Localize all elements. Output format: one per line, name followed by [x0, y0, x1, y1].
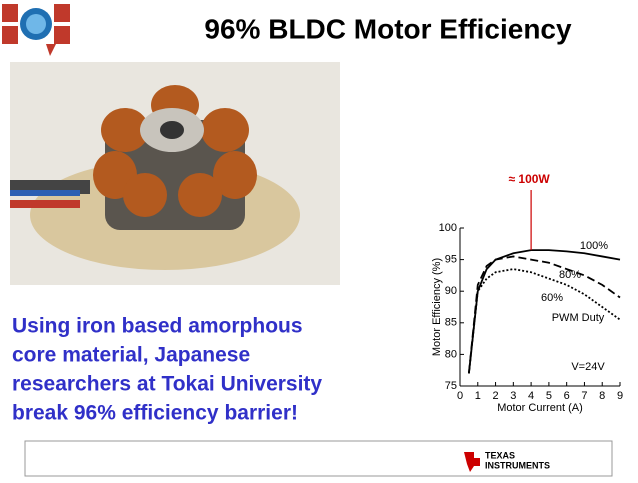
series-label: 100%: [580, 240, 608, 252]
marker-label: ≈ 100W: [508, 172, 550, 186]
x-tick-label: 7: [581, 390, 587, 402]
ti-logo-text: INSTRUMENTS: [485, 460, 550, 470]
slide-title: 96% BLDC Motor Efficiency: [204, 13, 572, 44]
y-tick-label: 90: [445, 285, 457, 297]
body-line: Using iron based amorphous: [12, 315, 303, 338]
y-tick-label: 85: [445, 317, 457, 329]
x-tick-label: 2: [492, 390, 498, 402]
x-tick-label: 0: [457, 390, 463, 402]
series-label: 60%: [541, 292, 563, 304]
body-text: Using iron based amorphous core material,…: [12, 315, 322, 425]
motor-photo: [10, 62, 340, 285]
x-axis-label: Motor Current (A): [497, 402, 583, 414]
chart: 75 80 85 90 95 100 0 1 2 3 4 5 6 7 8 9 Motor Current (A)…: [431, 172, 623, 414]
ti-logo-mark: [464, 452, 480, 472]
series-line: [467, 255, 621, 374]
series-label: 80%: [559, 269, 581, 281]
y-axis-label: Motor Efficiency (%): [431, 258, 443, 356]
y-tick-label: 100: [439, 222, 457, 234]
annotation: PWM Duty: [552, 312, 605, 324]
x-tick-label: 9: [617, 390, 623, 402]
y-tick-label: 80: [445, 348, 457, 360]
logo: [2, 4, 70, 56]
footer-box: [24, 440, 613, 477]
ti-logo-text: TEXAS: [485, 450, 515, 460]
x-tick-label: 4: [528, 390, 534, 402]
body-line: break 96% efficiency barrier!: [12, 402, 298, 425]
body-line: researchers at Tokai University: [12, 373, 322, 396]
body-line: core material, Japanese: [12, 344, 250, 367]
x-tick-label: 1: [475, 390, 481, 402]
y-tick-label: 95: [445, 254, 457, 266]
x-tick-label: 5: [546, 390, 552, 402]
x-tick-label: 6: [564, 390, 570, 402]
x-tick-label: 3: [510, 390, 516, 402]
series-line: [467, 268, 621, 374]
annotation: V=24V: [571, 361, 605, 373]
x-tick-label: 8: [599, 390, 605, 402]
y-tick-label: 75: [445, 380, 457, 392]
